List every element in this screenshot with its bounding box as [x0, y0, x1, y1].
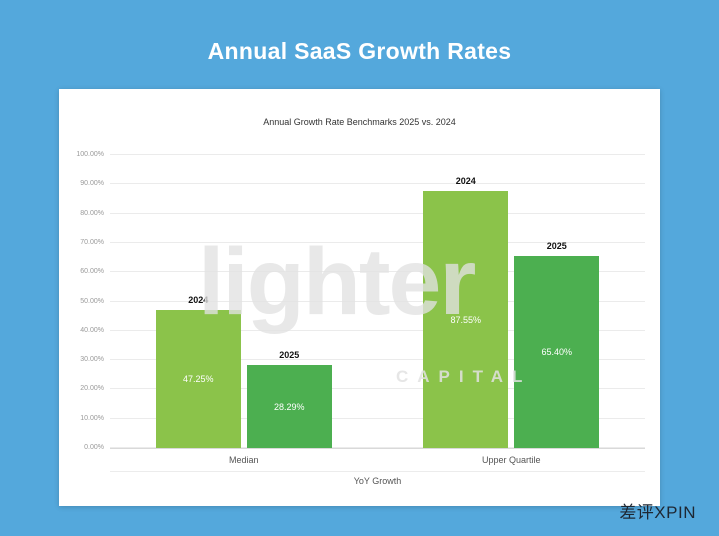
x-axis-title: YoY Growth — [353, 476, 402, 486]
gridline — [110, 183, 645, 185]
y-axis-tick-label: 0.00% — [84, 444, 104, 451]
gridline — [110, 212, 645, 214]
y-axis-tick-label: 80.00% — [80, 209, 104, 217]
bar-value-label: 87.55% — [450, 314, 482, 325]
bar-groups: 2024 47.25% 2025 28.29% 2024 87.55% 2025 65.40% — [110, 155, 645, 448]
bar-2025-upper-quartile[interactable]: 2025 65.40% — [514, 241, 600, 448]
x-axis-categories: Median Upper Quartile — [110, 448, 645, 472]
y-axis-tick-label: 50.00% — [80, 297, 104, 305]
x-axis-category-label: Upper Quartile — [481, 455, 541, 465]
bar-2024-median[interactable]: 2024 47.25% — [155, 295, 241, 448]
corner-watermark: 差评XPIN — [619, 503, 696, 522]
bar-series-label: 2024 — [188, 294, 209, 305]
gridline — [110, 329, 645, 331]
bar-series-label: 2025 — [546, 241, 567, 252]
gridline — [110, 300, 645, 302]
x-axis-category-label: Median — [228, 455, 259, 465]
y-axis-tick-label: 70.00% — [80, 238, 104, 246]
y-axis-tick-label: 60.00% — [80, 268, 104, 276]
gridline — [110, 447, 645, 448]
bar-value-label: 28.29% — [273, 401, 305, 412]
bar-2024-upper-quartile[interactable]: 2024 87.55% — [423, 176, 509, 448]
gridline — [110, 417, 645, 419]
gridline — [110, 359, 645, 361]
gridline — [110, 271, 645, 273]
y-axis-tick-label: 20.00% — [80, 385, 104, 393]
bar-2025-median[interactable]: 2025 28.29% — [246, 350, 332, 448]
y-axis-tick-label: 30.00% — [80, 356, 104, 364]
bar-series-label: 2024 — [455, 176, 476, 187]
page-title: Annual SaaS Growth Rates — [207, 38, 512, 64]
bar-value-label: 47.25% — [182, 373, 214, 384]
gridline — [110, 154, 645, 155]
chart-title: Annual Growth Rate Benchmarks 2025 vs. 2… — [263, 117, 456, 127]
y-axis-tick-label: 40.00% — [80, 326, 104, 334]
bar-series-label: 2025 — [279, 350, 300, 361]
y-axis-tick-label: 100.00% — [76, 151, 104, 158]
y-axis-tick-label: 10.00% — [80, 414, 104, 422]
bar-value-label: 65.40% — [541, 347, 573, 358]
y-axis-tick-label: 90.00% — [80, 180, 104, 188]
bar-group-median: 2024 47.25% 2025 28.29% — [110, 155, 378, 448]
chart-card: Annual Growth Rate Benchmarks 2025 vs. 2… — [59, 89, 660, 506]
gridline — [110, 388, 645, 390]
plot-area: 2024 47.25% 2025 28.29% 2024 87.55% 2025 65.40%… — [76, 151, 645, 451]
gridline — [110, 241, 645, 243]
bar-group-upper-quartile: 2024 87.55% 2025 65.40% — [378, 155, 646, 448]
